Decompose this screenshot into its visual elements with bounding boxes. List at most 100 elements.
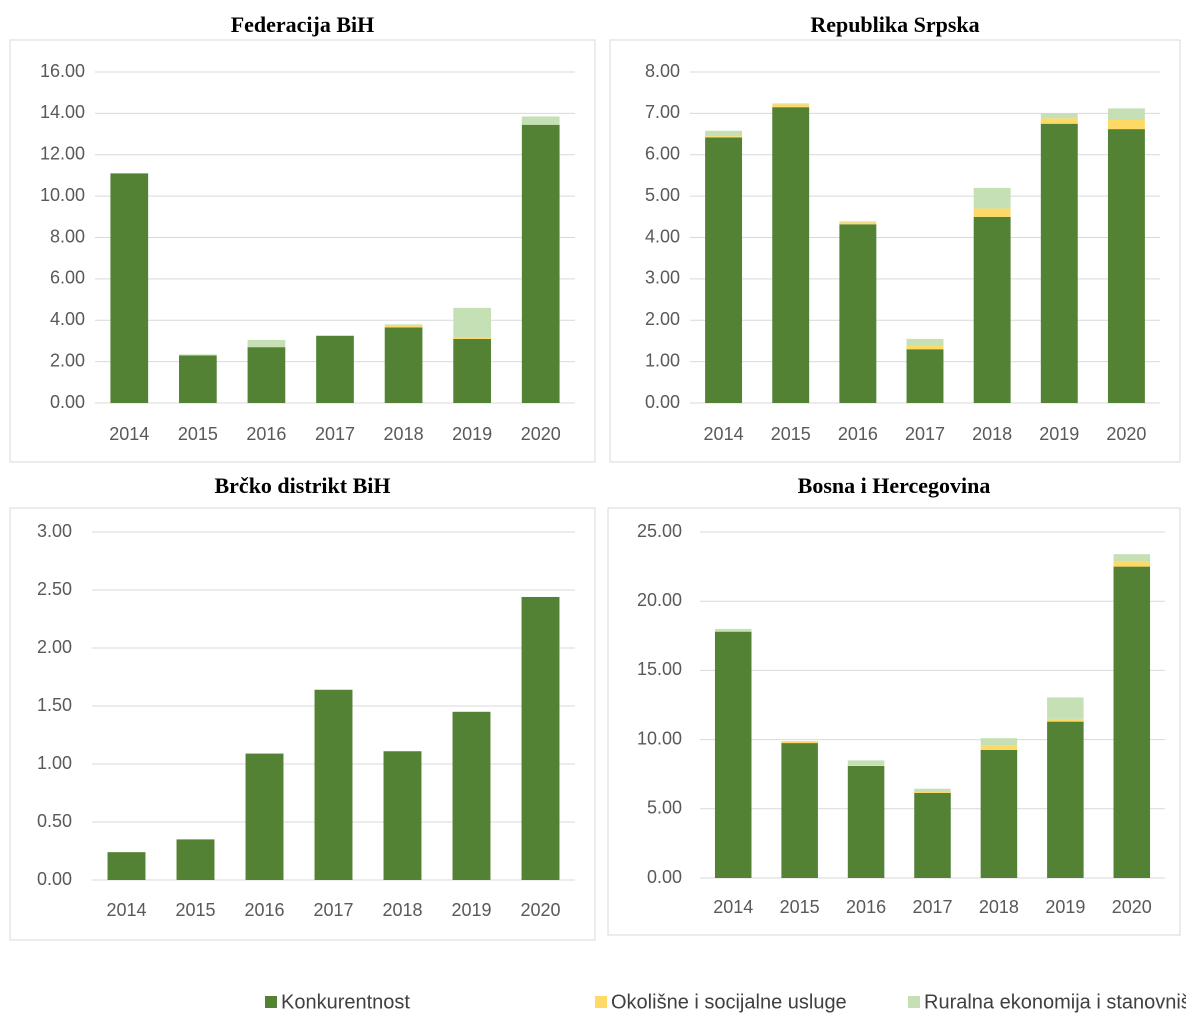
bar [1113,561,1151,567]
bar [980,749,1018,878]
x-tick-label: 2019 [1039,424,1079,444]
y-tick-label: 8.00 [645,61,680,81]
chart-title: Republika Srpska [810,12,979,37]
x-tick-label: 2018 [972,424,1012,444]
chart-panel [609,39,1181,463]
bar [1047,718,1084,722]
y-tick-label: 1.00 [645,350,680,370]
y-tick-label: 5.00 [645,185,680,205]
bar [980,745,1018,750]
y-tick-label: 6.00 [50,268,85,288]
bar [179,355,217,403]
y-tick-label: 6.00 [645,144,680,164]
bar [521,124,560,404]
bar [980,738,1018,746]
bar [714,631,752,878]
bar [847,765,885,766]
x-tick-label: 2020 [1112,897,1152,917]
x-tick-label: 2018 [382,900,422,920]
bar [384,324,423,326]
legend-label: Konkurentnost [281,991,410,1013]
y-tick-label: 15.00 [637,659,682,679]
chart-title: Brčko distrikt BiH [214,473,390,498]
bar [906,338,944,346]
bar [781,743,818,878]
bar [1107,108,1145,120]
bar [705,130,743,137]
y-tick-label: 7.00 [645,102,680,122]
bar [452,711,491,880]
bar [772,104,810,108]
bar [1040,123,1078,403]
x-tick-label: 2017 [313,900,353,920]
bar [781,740,818,742]
bar [914,788,951,792]
y-tick-label: 20.00 [637,590,682,610]
x-tick-label: 2020 [520,900,560,920]
y-tick-label: 0.00 [647,867,682,887]
y-tick-label: 4.00 [50,309,85,329]
y-tick-label: 2.00 [645,309,680,329]
x-tick-label: 2020 [1106,424,1146,444]
bar [453,307,491,338]
legend-label: Okolišne i socijalne usluge [611,991,847,1013]
bar [453,337,491,339]
bar [1040,113,1078,119]
y-tick-label: 0.50 [37,811,72,831]
bar [453,338,491,403]
bar [914,791,951,793]
y-tick-label: 12.00 [40,144,85,164]
bar [247,347,286,403]
legend-swatch [595,996,607,1008]
y-tick-label: 10.00 [40,185,85,205]
x-tick-label: 2015 [178,424,218,444]
bar [1107,129,1145,403]
x-tick-label: 2016 [246,424,286,444]
y-tick-label: 0.00 [645,392,680,412]
chart-panel [607,507,1181,936]
bar [384,327,423,403]
y-tick-label: 3.00 [645,268,680,288]
bar [1113,554,1151,562]
x-tick-label: 2018 [384,424,424,444]
x-tick-label: 2016 [244,900,284,920]
y-tick-label: 1.00 [37,753,72,773]
bar [179,354,217,356]
bar [107,852,146,880]
y-tick-label: 0.00 [50,392,85,412]
y-tick-label: 2.00 [37,637,72,657]
x-tick-label: 2019 [1045,897,1085,917]
y-tick-label: 5.00 [647,798,682,818]
x-tick-label: 2017 [315,424,355,444]
bar [316,335,354,403]
y-tick-label: 16.00 [40,61,85,81]
bar [247,339,286,348]
bar [973,187,1011,209]
bar [705,136,743,138]
y-tick-label: 3.00 [37,521,72,541]
bar [772,107,810,403]
x-tick-label: 2015 [175,900,215,920]
bar [839,224,877,403]
x-tick-label: 2014 [713,897,753,917]
bar [839,221,877,223]
x-tick-label: 2018 [979,897,1019,917]
bar [847,765,885,878]
x-tick-label: 2015 [771,424,811,444]
x-tick-label: 2015 [780,897,820,917]
bar [839,222,877,225]
bar [973,216,1011,403]
bar [906,349,944,403]
bar [1040,118,1078,124]
bar [245,753,284,880]
y-tick-label: 10.00 [637,728,682,748]
y-tick-label: 8.00 [50,226,85,246]
x-tick-label: 2016 [846,897,886,917]
y-tick-label: 25.00 [637,521,682,541]
bar [521,116,560,125]
bar [705,137,743,403]
bar [1047,721,1084,878]
bar [772,103,810,105]
legend-swatch [908,996,920,1008]
chart-title: Bosna i Hercegovina [798,473,991,498]
